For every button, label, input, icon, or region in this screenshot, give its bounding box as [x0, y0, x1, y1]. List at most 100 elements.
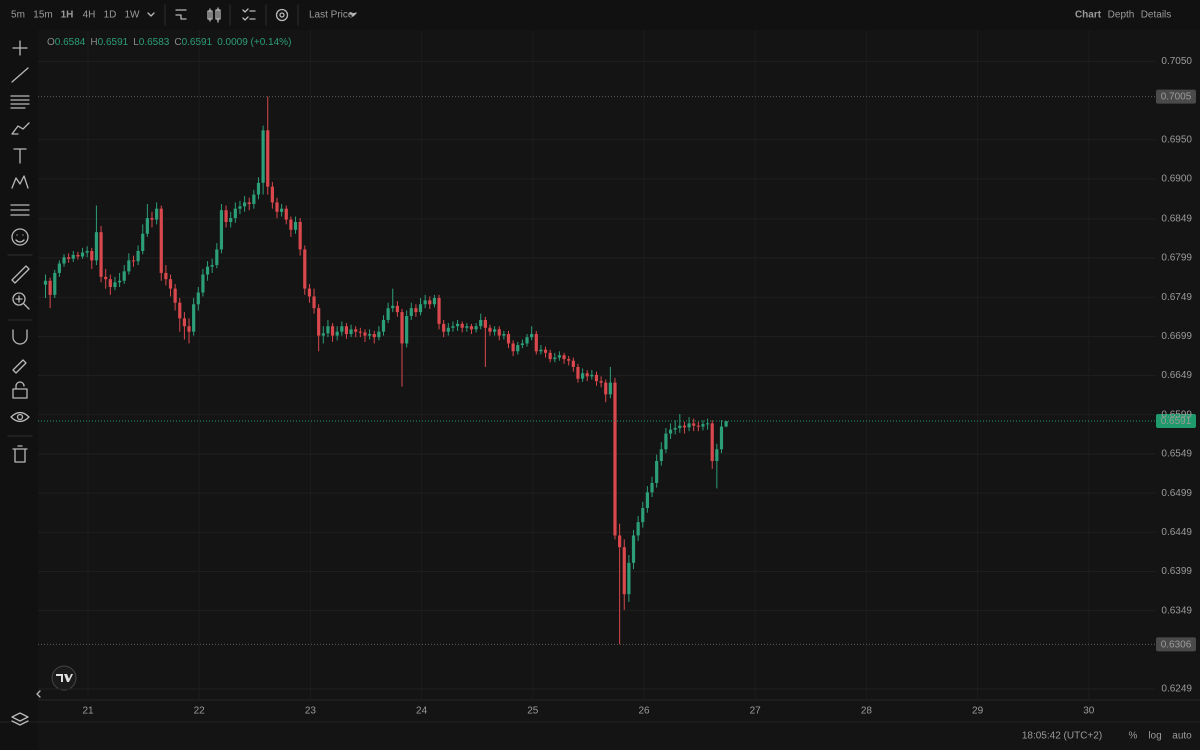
- candle-body: [516, 345, 520, 352]
- brush-tool[interactable]: [11, 122, 30, 135]
- candle-body: [252, 194, 256, 204]
- candle-body: [645, 492, 649, 509]
- price-badge: [1156, 414, 1196, 429]
- fib-tool[interactable]: [10, 95, 30, 109]
- y-tick-label: 0.6900: [1161, 174, 1192, 185]
- lock-tool[interactable]: [12, 388, 28, 399]
- candle-body: [368, 334, 372, 336]
- y-tick-label: 0.6349: [1161, 605, 1192, 616]
- candle-body: [363, 332, 367, 336]
- y-tick-label: 0.6799: [1161, 253, 1192, 264]
- pattern-tool[interactable]: [11, 175, 29, 189]
- collapse-arrow[interactable]: [36, 690, 41, 698]
- candle-body: [344, 326, 349, 335]
- interval-dropdown[interactable]: [147, 12, 155, 17]
- interval-button[interactable]: 5m: [11, 10, 25, 21]
- x-tick-label: 25: [527, 706, 539, 717]
- candle-body: [437, 298, 441, 324]
- candle-body: [117, 280, 122, 283]
- candle-body: [349, 329, 353, 335]
- candle-body: [210, 265, 214, 267]
- candle-body: [585, 373, 589, 377]
- scale-option[interactable]: log: [1148, 731, 1161, 742]
- crosshair-tool[interactable]: [12, 40, 28, 56]
- candle-body: [219, 210, 224, 250]
- zoom-tool[interactable]: [12, 292, 26, 306]
- candle-body: [664, 433, 668, 450]
- interval-button[interactable]: 4H: [83, 10, 96, 21]
- interval-button[interactable]: 1D: [104, 10, 117, 21]
- tv-logo: [51, 665, 77, 691]
- candle-body: [460, 323, 464, 328]
- candle-body: [317, 308, 321, 336]
- candle-body: [48, 280, 52, 295]
- settings-icon[interactable]: [275, 8, 289, 22]
- y-tick-label: 0.6399: [1161, 566, 1192, 577]
- interval-button[interactable]: 1W: [125, 10, 141, 21]
- view-tab[interactable]: Details: [1141, 10, 1172, 21]
- price-source-dropdown[interactable]: [349, 12, 357, 17]
- delete-tool[interactable]: [12, 445, 28, 463]
- legend-value: 0.6591: [97, 37, 129, 48]
- candles: [43, 96, 728, 645]
- y-tick-label: 0.6249: [1161, 684, 1192, 695]
- candle-body: [650, 482, 654, 493]
- candle-body: [423, 300, 427, 305]
- view-tab[interactable]: Depth: [1108, 10, 1135, 21]
- candle-body: [493, 329, 497, 332]
- legend-value: 0.6583: [138, 37, 170, 48]
- candle-body: [567, 359, 571, 361]
- legend-key: L: [133, 37, 139, 48]
- lock-draw-tool[interactable]: [12, 359, 27, 374]
- interval-button[interactable]: 15m: [33, 10, 52, 21]
- scale-option[interactable]: auto: [1172, 731, 1192, 742]
- text-tool[interactable]: [13, 148, 27, 164]
- candle-body: [330, 326, 335, 336]
- scale-option[interactable]: %: [1129, 731, 1138, 742]
- candle-body: [377, 331, 381, 338]
- candle-body: [483, 319, 487, 328]
- candle-body: [192, 304, 196, 332]
- candle-body: [497, 329, 501, 336]
- legend-key: H: [90, 37, 98, 48]
- candle-type-icon[interactable]: [207, 7, 221, 23]
- y-tick-label: 0.6449: [1161, 527, 1192, 538]
- candle-body: [627, 562, 631, 595]
- magnet-tool[interactable]: [12, 329, 28, 345]
- candle-body: [71, 254, 75, 259]
- layers-icon[interactable]: [11, 712, 29, 726]
- y-tick-label: 0.6499: [1161, 488, 1192, 499]
- prediction-tool[interactable]: [10, 204, 30, 216]
- candle-body: [182, 318, 186, 327]
- candle-body: [562, 355, 566, 360]
- candle-body: [150, 218, 154, 220]
- ruler-tool[interactable]: [11, 265, 30, 284]
- legend-value: 0.6591: [181, 37, 213, 48]
- candle-body: [261, 130, 265, 183]
- candle-body: [618, 535, 622, 548]
- candle-body: [321, 333, 325, 336]
- visibility-tool[interactable]: [10, 411, 30, 423]
- x-tick-label: 28: [861, 706, 873, 717]
- candle-body: [418, 304, 423, 313]
- candle-body: [525, 337, 529, 344]
- candle-body: [43, 280, 48, 285]
- candle-body: [580, 373, 585, 379]
- interval-button[interactable]: 1H: [61, 10, 74, 21]
- top-toolbar: [0, 0, 1200, 30]
- checklist-icon[interactable]: [242, 8, 256, 21]
- candle-body: [233, 208, 237, 219]
- candle-body: [539, 349, 543, 352]
- emoji-tool[interactable]: [11, 228, 29, 246]
- view-tab[interactable]: Chart: [1075, 10, 1102, 21]
- indicators-icon[interactable]: [175, 9, 187, 20]
- ohlc-legend: O 0.6584 H 0.6591 L 0.6583 C 0.6591 0.0009 (+0.1…: [47, 37, 296, 48]
- candle-body: [465, 326, 469, 328]
- price-source[interactable]: Last Price: [309, 10, 354, 21]
- candle-body: [405, 316, 409, 344]
- toolbar-icons: [147, 4, 357, 26]
- trend-line-tool[interactable]: [11, 67, 29, 83]
- candle-body: [164, 272, 168, 280]
- candle-body: [242, 202, 247, 207]
